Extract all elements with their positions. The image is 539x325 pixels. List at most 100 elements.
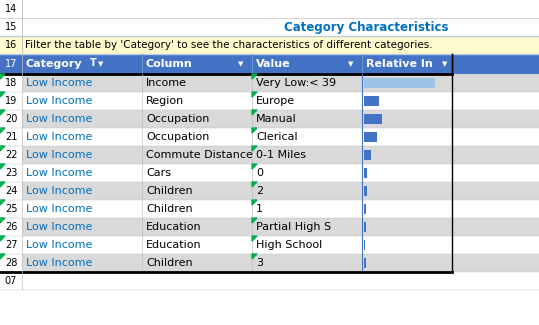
Bar — [0, 182, 22, 200]
Polygon shape — [0, 110, 5, 115]
Text: 1: 1 — [256, 204, 263, 214]
Bar — [0, 164, 539, 182]
Bar — [364, 186, 367, 196]
Bar — [0, 200, 539, 218]
Bar — [0, 92, 22, 110]
Text: Education: Education — [146, 240, 202, 250]
Polygon shape — [0, 164, 5, 169]
Text: Region: Region — [146, 96, 184, 106]
Bar — [364, 240, 365, 250]
Text: Category Characteristics: Category Characteristics — [284, 20, 448, 33]
Bar — [0, 54, 539, 74]
Bar — [0, 74, 22, 92]
Text: 27: 27 — [5, 240, 17, 250]
Bar — [0, 92, 539, 110]
Bar — [0, 254, 539, 272]
Text: 0-1 Miles: 0-1 Miles — [256, 150, 306, 160]
Text: Category: Category — [26, 59, 82, 69]
Text: Value: Value — [256, 59, 291, 69]
Bar — [0, 36, 539, 54]
Bar — [0, 200, 22, 218]
Bar — [22, 36, 539, 54]
Text: Commute Distance: Commute Distance — [146, 150, 253, 160]
Bar — [0, 128, 22, 146]
Text: Low Income: Low Income — [26, 168, 92, 178]
Text: ▼: ▼ — [238, 61, 244, 67]
Polygon shape — [0, 146, 5, 151]
Text: ▼: ▼ — [98, 61, 103, 67]
Text: Low Income: Low Income — [26, 222, 92, 232]
Text: 22: 22 — [5, 150, 17, 160]
Bar — [0, 110, 539, 128]
Polygon shape — [252, 218, 257, 223]
Text: Very Low:< 39: Very Low:< 39 — [256, 78, 336, 88]
Polygon shape — [252, 164, 257, 169]
Polygon shape — [252, 254, 257, 259]
Bar — [0, 254, 22, 272]
Bar — [0, 110, 22, 128]
Text: 25: 25 — [5, 204, 17, 214]
Text: Low Income: Low Income — [26, 78, 92, 88]
Text: Filter the table by 'Category' to see the characteristics of different categorie: Filter the table by 'Category' to see th… — [25, 40, 433, 50]
Text: 21: 21 — [5, 132, 17, 142]
Polygon shape — [0, 254, 5, 259]
Polygon shape — [0, 218, 5, 223]
Text: 0: 0 — [256, 168, 263, 178]
Bar — [0, 182, 539, 200]
Text: Clerical: Clerical — [256, 132, 298, 142]
Text: 23: 23 — [5, 168, 17, 178]
Text: High School: High School — [256, 240, 322, 250]
Bar — [0, 146, 22, 164]
Text: ▼: ▼ — [348, 61, 354, 67]
Polygon shape — [252, 74, 257, 79]
Text: Children: Children — [146, 258, 192, 268]
Text: Education: Education — [146, 222, 202, 232]
Bar — [364, 132, 377, 142]
Bar — [364, 222, 365, 232]
Polygon shape — [252, 110, 257, 115]
Text: Europe: Europe — [256, 96, 295, 106]
Bar — [364, 78, 436, 88]
Polygon shape — [252, 128, 257, 133]
Text: 14: 14 — [5, 4, 17, 14]
Text: Children: Children — [146, 186, 192, 196]
Text: Children: Children — [146, 204, 192, 214]
Bar — [364, 258, 365, 268]
Text: 16: 16 — [5, 40, 17, 50]
Text: T: T — [90, 58, 96, 68]
Text: Low Income: Low Income — [26, 114, 92, 124]
Polygon shape — [0, 182, 5, 187]
Polygon shape — [252, 92, 257, 97]
Text: Manual: Manual — [256, 114, 297, 124]
Bar — [0, 218, 539, 236]
Text: 18: 18 — [5, 78, 17, 88]
Text: Occupation: Occupation — [146, 132, 209, 142]
Text: Partial High S: Partial High S — [256, 222, 331, 232]
Bar — [0, 18, 539, 36]
Text: 07: 07 — [5, 276, 17, 286]
Polygon shape — [0, 92, 5, 97]
Text: 19: 19 — [5, 96, 17, 106]
Bar — [0, 236, 22, 254]
Text: Low Income: Low Income — [26, 258, 92, 268]
Polygon shape — [252, 182, 257, 187]
Bar — [0, 272, 539, 290]
Polygon shape — [0, 200, 5, 205]
Polygon shape — [0, 236, 5, 241]
Text: Occupation: Occupation — [146, 114, 209, 124]
Text: Column: Column — [146, 59, 193, 69]
Bar — [364, 96, 379, 106]
Bar — [0, 0, 539, 18]
Bar — [364, 168, 367, 178]
Bar — [364, 203, 365, 214]
Bar — [0, 146, 539, 164]
Text: 24: 24 — [5, 186, 17, 196]
Polygon shape — [0, 128, 5, 133]
Text: Income: Income — [146, 78, 187, 88]
Text: Low Income: Low Income — [26, 240, 92, 250]
Text: 15: 15 — [5, 22, 17, 32]
Bar — [364, 114, 383, 124]
Text: Low Income: Low Income — [26, 132, 92, 142]
Text: Low Income: Low Income — [26, 204, 92, 214]
Polygon shape — [252, 146, 257, 151]
